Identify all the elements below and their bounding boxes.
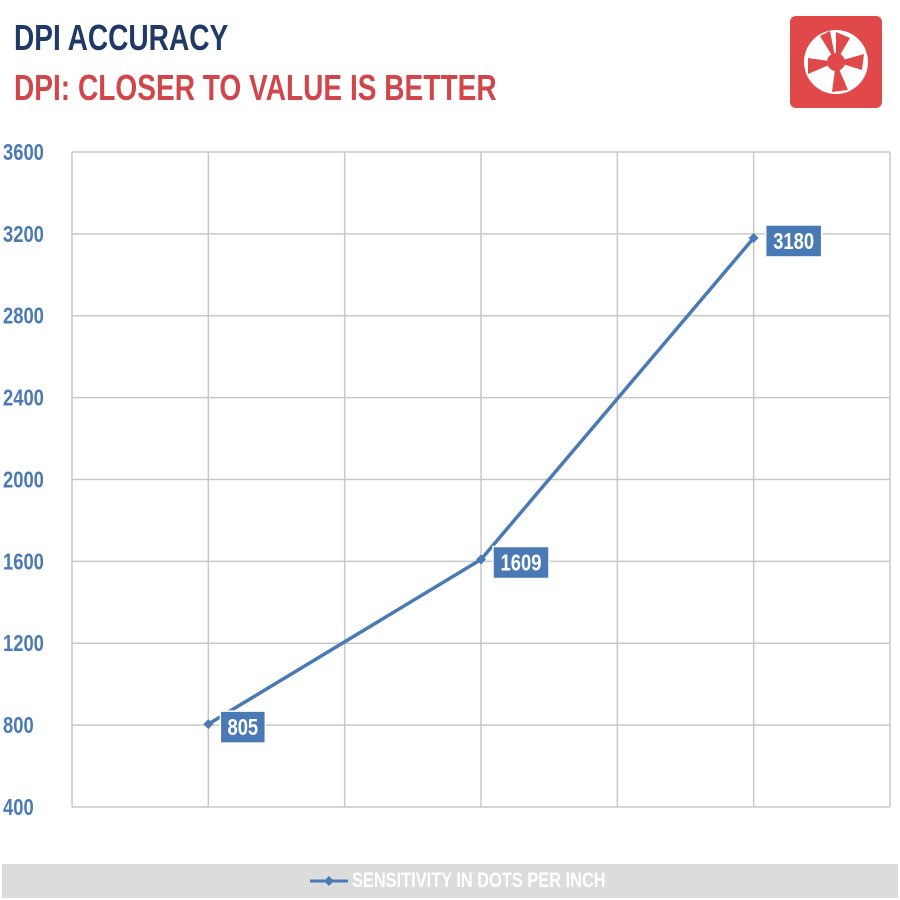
data-label-box-2 <box>764 224 823 258</box>
y-axis-tick-labels: 400 800 1200 1600 2000 2400 2800 3200 3600 <box>3 140 44 820</box>
data-label-0: 805 <box>227 715 258 740</box>
data-label-box-0 <box>219 710 267 744</box>
y-tick-label-3: 1600 <box>3 549 44 574</box>
data-label-box-1 <box>492 545 550 580</box>
legend-label: SENSITIVITY IN DOTS PER INCH <box>352 869 606 892</box>
series-layer <box>203 232 759 730</box>
y-tick-label-5: 2400 <box>3 386 44 411</box>
camera-aperture-icon <box>790 16 882 108</box>
logo-aperture-center <box>827 53 845 71</box>
legend: SENSITIVITY IN DOTS PER INCH <box>2 864 898 898</box>
data-label-2: 3180 <box>773 229 814 254</box>
y-tick-label-1: 800 <box>3 713 34 738</box>
y-tick-label-7: 3200 <box>3 222 44 247</box>
y-tick-label-2: 1200 <box>3 631 44 656</box>
y-tick-label-0: 400 <box>3 795 34 820</box>
legend-line-marker-icon <box>310 876 348 886</box>
data-point-0 <box>203 719 214 730</box>
chart-title: DPI ACCURACY <box>14 17 229 58</box>
data-point-1 <box>476 554 486 565</box>
y-tick-label-4: 2000 <box>3 468 44 493</box>
y-tick-label-6: 2800 <box>3 304 44 329</box>
chart-subtitle: DPI: CLOSER TO VALUE IS BETTER <box>14 67 497 108</box>
data-labels: 805 1609 3180 <box>219 224 823 744</box>
legend-item-sensitivity: SENSITIVITY IN DOTS PER INCH <box>310 864 677 898</box>
data-label-1: 1609 <box>501 551 542 576</box>
y-tick-label-8: 3600 <box>3 140 44 165</box>
data-point-2 <box>748 232 759 243</box>
